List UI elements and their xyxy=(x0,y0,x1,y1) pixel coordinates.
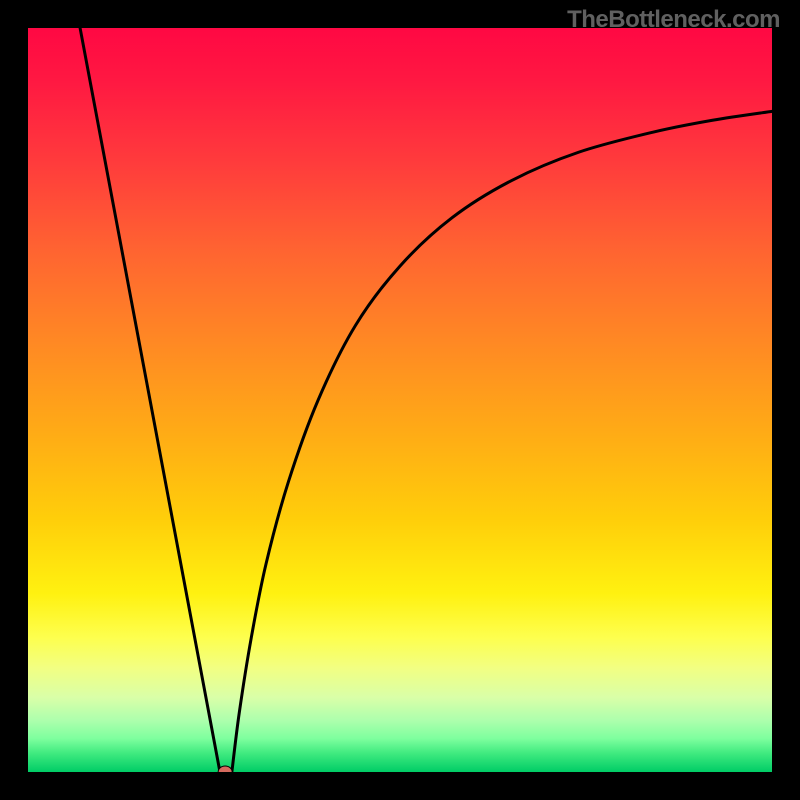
plot-area xyxy=(28,28,772,772)
chart-svg xyxy=(28,28,772,772)
gradient-background xyxy=(28,28,772,772)
watermark-text: TheBottleneck.com xyxy=(567,6,780,34)
